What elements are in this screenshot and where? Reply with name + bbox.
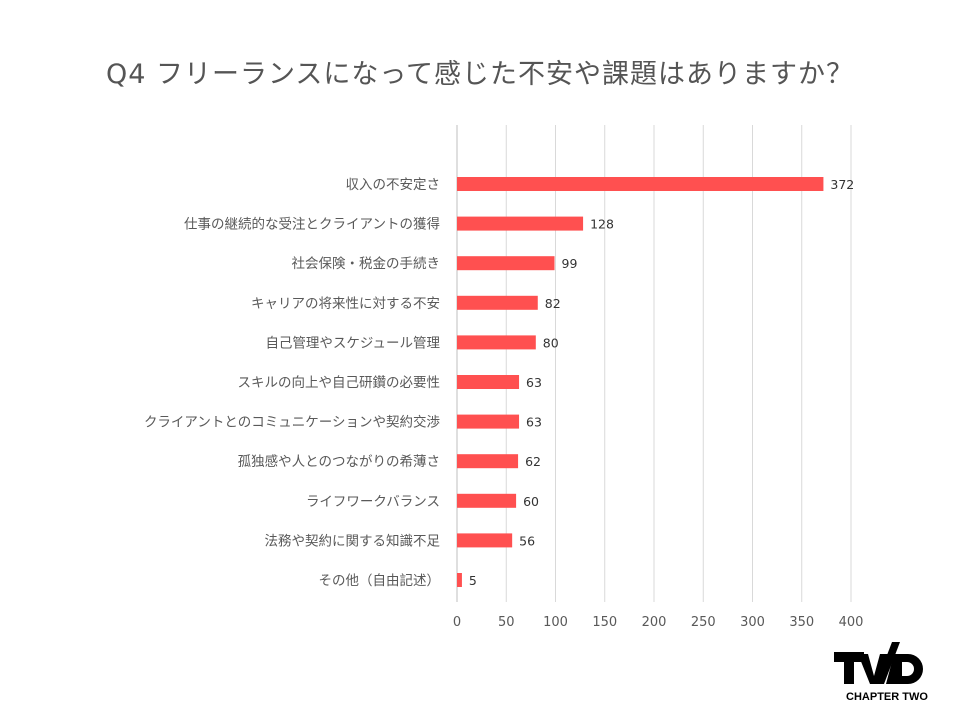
category-label: ライフワークバランス <box>306 494 440 510</box>
bar <box>457 375 520 389</box>
x-tick-label: 400 <box>839 615 864 630</box>
category-label: スキルの向上や自己研鑽の必要性 <box>238 375 441 391</box>
bar <box>457 414 520 429</box>
bar <box>457 256 555 271</box>
chart-title: Q4 フリーランスになって感じた不安や課題はありますか？ <box>105 59 855 90</box>
svg-text:CHAPTER TWO: CHAPTER TWO <box>846 691 928 703</box>
category-label: 孤独感や人とのつながりの希薄さ <box>238 453 440 470</box>
x-tick-label: 150 <box>592 615 617 630</box>
data-label: 99 <box>562 256 578 271</box>
x-tick-label: 200 <box>642 615 667 630</box>
data-label: 82 <box>545 296 561 311</box>
bar <box>457 454 519 469</box>
x-tick-label: 50 <box>498 615 515 630</box>
bar <box>457 493 517 508</box>
x-tick-label: 0 <box>453 615 461 630</box>
x-tick-label: 350 <box>789 615 814 630</box>
data-label: 63 <box>526 415 542 430</box>
chapter-two-logo: CHAPTER TWO <box>834 642 928 703</box>
x-tick-label: 250 <box>691 615 716 630</box>
category-label: 社会保険・税金の手続き <box>292 256 441 272</box>
bar <box>457 573 462 587</box>
data-label: 372 <box>830 177 854 192</box>
category-label: 収入の不安定さ <box>346 177 441 193</box>
data-label: 60 <box>523 494 539 509</box>
data-label: 56 <box>519 533 535 548</box>
category-label: キャリアの将来性に対する不安 <box>251 296 440 312</box>
data-label: 62 <box>525 454 541 469</box>
bar <box>457 295 538 310</box>
bar <box>457 177 824 191</box>
category-label: 法務や契約に関する知識不足 <box>265 532 441 549</box>
bar <box>457 335 536 350</box>
data-label: 80 <box>543 335 559 350</box>
data-label: 63 <box>526 375 542 390</box>
category-label: 仕事の継続的な受注とクライアントの獲得 <box>184 216 440 233</box>
category-label: クライアントとのコミュニケーションや契約交渉 <box>144 414 441 431</box>
data-label: 128 <box>590 217 614 232</box>
category-label: その他（自由記述） <box>319 572 441 589</box>
category-label: 自己管理やスケジュール管理 <box>265 335 440 351</box>
x-tick-label: 100 <box>543 615 568 630</box>
bar <box>457 533 513 548</box>
x-tick-label: 300 <box>740 615 765 630</box>
data-label: 5 <box>469 573 477 588</box>
bar <box>457 216 584 231</box>
